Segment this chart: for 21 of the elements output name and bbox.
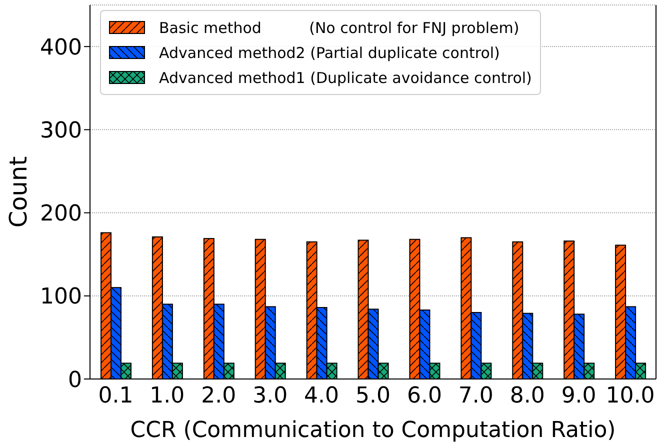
x-tick-label: 0.1 (98, 384, 134, 409)
legend-label: Basic method (No control for FNJ problem) (159, 18, 520, 36)
x-tick-label: 5.0 (356, 384, 390, 409)
x-tick-label: 3.0 (252, 384, 288, 409)
y-tick-label: 200 (40, 202, 82, 227)
x-tick-label: 2.0 (201, 384, 236, 409)
x-tick-label: 7.0 (458, 384, 494, 409)
x-tick-label: 1.0 (150, 384, 185, 409)
x-axis-title: CCR (Communication to Computation Ratio) (130, 418, 616, 443)
y-tick-label: 0 (68, 368, 82, 393)
y-tick-label: 100 (40, 284, 82, 310)
y-tick-label: 400 (40, 35, 82, 60)
x-tick-label: 4.0 (304, 384, 340, 409)
x-tick-label: 8.0 (510, 384, 545, 409)
y-axis-title: Count (4, 156, 33, 228)
legend-label: Advanced method1 (Duplicate avoidance control) (159, 68, 532, 86)
x-tick-label: 9.0 (561, 384, 596, 409)
x-tick-label: 10.0 (606, 384, 655, 409)
legend-label: Advanced method2 (Partial duplicate control) (159, 44, 500, 62)
y-tick-label: 300 (40, 118, 82, 144)
x-tick-label: 6.0 (406, 384, 442, 409)
